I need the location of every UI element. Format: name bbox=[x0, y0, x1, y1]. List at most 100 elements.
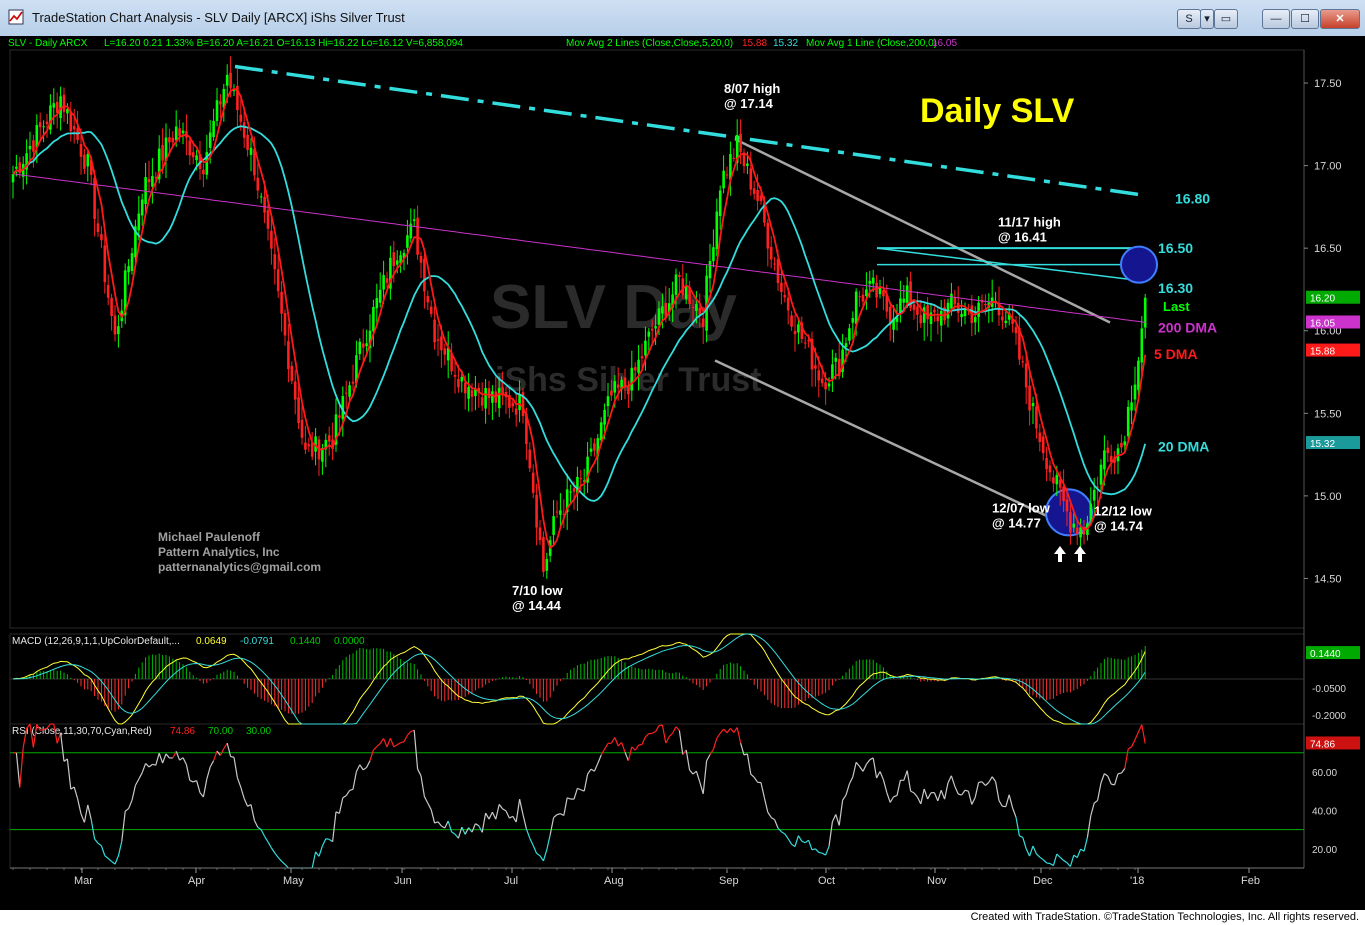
candle-body[interactable] bbox=[477, 387, 481, 393]
candle-body[interactable] bbox=[1126, 406, 1130, 437]
candle-body[interactable] bbox=[926, 305, 929, 320]
candle-body[interactable] bbox=[1069, 512, 1072, 533]
candle-body[interactable] bbox=[18, 162, 22, 173]
link-button[interactable]: ▭ bbox=[1214, 9, 1238, 29]
candle-body[interactable] bbox=[1106, 447, 1110, 454]
candle-body[interactable] bbox=[151, 176, 154, 187]
candle-body[interactable] bbox=[508, 395, 511, 408]
candle-body[interactable] bbox=[164, 137, 168, 162]
candle-body[interactable] bbox=[123, 270, 127, 316]
candle-body[interactable] bbox=[610, 390, 613, 396]
candle-body[interactable] bbox=[467, 386, 470, 399]
candle-body[interactable] bbox=[984, 304, 987, 306]
candle-body[interactable] bbox=[627, 386, 630, 395]
candle-body[interactable] bbox=[463, 382, 467, 394]
candle-body[interactable] bbox=[800, 322, 804, 339]
candle-body[interactable] bbox=[871, 277, 875, 284]
candle-body[interactable] bbox=[623, 377, 627, 388]
candle-body[interactable] bbox=[416, 217, 419, 255]
candle-body[interactable] bbox=[49, 105, 52, 130]
candle-body[interactable] bbox=[110, 297, 113, 316]
candle-body[interactable] bbox=[616, 384, 620, 388]
candle-body[interactable] bbox=[307, 444, 311, 447]
candle-body[interactable] bbox=[426, 296, 430, 303]
candle-body[interactable] bbox=[1007, 312, 1011, 320]
candle-body[interactable] bbox=[1038, 432, 1042, 442]
candle-body[interactable] bbox=[671, 294, 674, 308]
candle-body[interactable] bbox=[239, 114, 243, 122]
candle-body[interactable] bbox=[820, 378, 824, 384]
candle-body[interactable] bbox=[780, 282, 783, 293]
candle-body[interactable] bbox=[929, 312, 933, 325]
candle-body[interactable] bbox=[637, 359, 640, 373]
candle-body[interactable] bbox=[953, 297, 957, 305]
candle-body[interactable] bbox=[511, 402, 515, 407]
candle-body[interactable] bbox=[525, 413, 528, 444]
candle-body[interactable] bbox=[501, 387, 504, 395]
candle-body[interactable] bbox=[912, 304, 916, 310]
candle-body[interactable] bbox=[569, 491, 572, 493]
candle-body[interactable] bbox=[559, 510, 562, 515]
candle-body[interactable] bbox=[722, 170, 725, 189]
candle-body[interactable] bbox=[837, 358, 841, 377]
candle-body[interactable] bbox=[96, 223, 100, 233]
maximize-button[interactable]: ☐ bbox=[1291, 9, 1319, 29]
candle-body[interactable] bbox=[1079, 527, 1082, 538]
candle-body[interactable] bbox=[389, 257, 392, 289]
candle-body[interactable] bbox=[1092, 489, 1096, 501]
style-button[interactable]: S bbox=[1177, 9, 1201, 29]
candle-body[interactable] bbox=[222, 88, 226, 108]
candle-body[interactable] bbox=[793, 331, 797, 335]
candle-body[interactable] bbox=[674, 274, 678, 295]
candle-body[interactable] bbox=[814, 365, 817, 369]
candle-body[interactable] bbox=[1028, 385, 1031, 411]
candle-body[interactable] bbox=[83, 154, 86, 169]
candle-body[interactable] bbox=[348, 385, 351, 397]
chart-area[interactable]: SLV Day iShs Silver Trust Daily SLV 8/07 h… bbox=[0, 36, 1365, 910]
candle-body[interactable] bbox=[817, 370, 821, 381]
candle-body[interactable] bbox=[831, 364, 834, 379]
candle-body[interactable] bbox=[436, 339, 440, 341]
candle-body[interactable] bbox=[276, 269, 280, 292]
candle-body[interactable] bbox=[487, 388, 491, 399]
candle-body[interactable] bbox=[117, 326, 120, 335]
candle-body[interactable] bbox=[790, 315, 793, 327]
candle-body[interactable] bbox=[667, 303, 671, 313]
candle-body[interactable] bbox=[334, 414, 338, 445]
candle-body[interactable] bbox=[759, 195, 763, 202]
candle-body[interactable] bbox=[973, 317, 977, 323]
candle-body[interactable] bbox=[684, 285, 688, 300]
candle-body[interactable] bbox=[776, 259, 780, 284]
candle-body[interactable] bbox=[725, 174, 729, 176]
candle-body[interactable] bbox=[395, 260, 399, 265]
candle-body[interactable] bbox=[586, 456, 589, 483]
candle-body[interactable] bbox=[963, 309, 967, 317]
candle-body[interactable] bbox=[331, 439, 334, 449]
candle-body[interactable] bbox=[402, 252, 406, 259]
candle-body[interactable] bbox=[936, 316, 940, 322]
candle-body[interactable] bbox=[688, 287, 691, 305]
candle-body[interactable] bbox=[661, 306, 664, 314]
candle-body[interactable] bbox=[698, 307, 702, 315]
candle-body[interactable] bbox=[355, 355, 358, 383]
candle-body[interactable] bbox=[766, 222, 770, 249]
candle-body[interactable] bbox=[729, 153, 732, 180]
candle-body[interactable] bbox=[1001, 316, 1004, 321]
candle-body[interactable] bbox=[841, 349, 844, 372]
candle-body[interactable] bbox=[620, 379, 623, 390]
candle-body[interactable] bbox=[895, 317, 899, 322]
candle-body[interactable] bbox=[739, 133, 742, 152]
candle-body[interactable] bbox=[181, 130, 185, 134]
candle-body[interactable] bbox=[93, 177, 96, 219]
candle-body[interactable] bbox=[406, 235, 409, 248]
candle-body[interactable] bbox=[191, 152, 195, 158]
candle-body[interactable] bbox=[664, 302, 668, 318]
candle-body[interactable] bbox=[763, 202, 766, 223]
candle-body[interactable] bbox=[647, 331, 651, 337]
candle-body[interactable] bbox=[324, 439, 328, 450]
candle-body[interactable] bbox=[28, 145, 32, 150]
candle-body[interactable] bbox=[259, 196, 263, 198]
candle-body[interactable] bbox=[735, 135, 739, 163]
candle-body[interactable] bbox=[470, 390, 474, 397]
